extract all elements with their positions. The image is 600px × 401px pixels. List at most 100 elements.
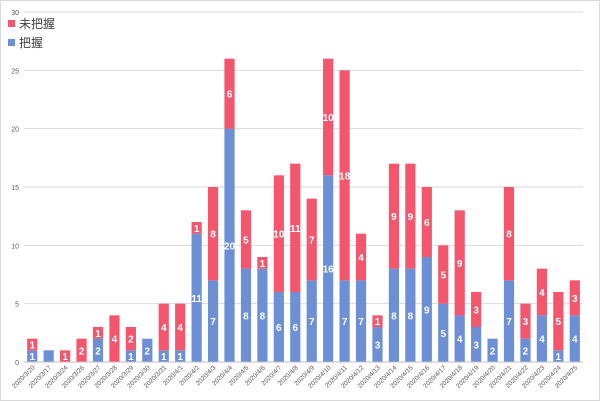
bar-confirmed [372, 327, 383, 362]
bar-confirmed [257, 268, 268, 362]
bar-confirmed [438, 303, 449, 362]
data-label-confirmed: 8 [260, 311, 266, 322]
data-label-confirmed: 7 [342, 317, 348, 328]
data-label-confirmed: 6 [276, 323, 282, 334]
bar-unconfirmed [454, 210, 465, 316]
bar-confirmed [92, 338, 104, 362]
bar-confirmed [158, 350, 169, 362]
bar-confirmed [520, 338, 531, 362]
bar-confirmed [355, 280, 367, 362]
bar-confirmed [553, 350, 564, 362]
bar-confirmed [175, 350, 186, 362]
y-tick-label: 0 [15, 360, 19, 367]
data-label-confirmed: 2 [490, 346, 496, 357]
data-label-confirmed: 4 [572, 335, 578, 346]
data-label-confirmed: 8 [243, 311, 249, 322]
data-label-confirmed: 3 [473, 341, 479, 352]
legend-label-unconfirmed: 未把握 [19, 17, 56, 31]
data-label-unconfirmed: 6 [424, 218, 430, 229]
bar-unconfirmed [27, 338, 38, 351]
y-tick-label: 20 [11, 127, 19, 134]
bar-unconfirmed [438, 245, 449, 304]
bar-unconfirmed [553, 292, 564, 351]
bar-confirmed [405, 268, 416, 362]
data-label-confirmed: 1 [177, 352, 183, 363]
legend-swatch-unconfirmed [8, 20, 15, 27]
bar-confirmed [191, 233, 202, 362]
data-label-unconfirmed: 10 [323, 113, 335, 124]
data-label-unconfirmed: 18 [339, 171, 351, 182]
bar-unconfirmed [520, 303, 531, 339]
bar-unconfirmed [471, 292, 482, 327]
data-label-confirmed: 1 [556, 352, 562, 363]
data-label-unconfirmed: 1 [29, 341, 35, 352]
data-label-confirmed: 9 [424, 306, 430, 317]
bar-confirmed [43, 350, 54, 362]
data-label-unconfirmed: 3 [473, 306, 479, 317]
data-label-unconfirmed: 7 [309, 236, 315, 247]
data-label-unconfirmed: 10 [273, 230, 285, 241]
bar-unconfirmed [257, 257, 268, 269]
bar-unconfirmed [109, 315, 120, 362]
legend-swatch-confirmed [8, 39, 15, 46]
data-label-confirmed: 1 [128, 352, 134, 363]
data-label-unconfirmed: 1 [375, 317, 381, 328]
data-label-confirmed: 11 [191, 294, 202, 305]
data-label-unconfirmed: 5 [440, 271, 446, 282]
data-label-unconfirmed: 6 [227, 90, 233, 101]
data-label-unconfirmed: 2 [79, 346, 85, 357]
y-tick-label: 10 [11, 243, 19, 250]
bar-unconfirmed [158, 303, 169, 351]
data-label-confirmed: 20 [224, 241, 236, 252]
data-label-confirmed: 16 [323, 265, 335, 276]
y-tick-label: 25 [11, 68, 19, 75]
bar-unconfirmed [125, 327, 136, 351]
bar-unconfirmed [290, 163, 301, 292]
bar-confirmed [306, 280, 317, 362]
data-label-confirmed: 6 [292, 323, 298, 334]
bar-unconfirmed [306, 198, 317, 281]
bar-unconfirmed [339, 70, 350, 281]
bar-unconfirmed [388, 163, 400, 269]
bar-confirmed [224, 128, 235, 362]
data-label-unconfirmed: 2 [128, 335, 134, 346]
bar-confirmed [207, 280, 219, 362]
bar-confirmed [339, 280, 350, 362]
data-label-confirmed: 8 [408, 311, 414, 322]
data-label-unconfirmed: 3 [572, 294, 578, 305]
data-label-confirmed: 7 [309, 317, 315, 328]
data-label-confirmed: 7 [358, 317, 364, 328]
y-tick-label: 15 [11, 185, 19, 192]
data-label-confirmed: 8 [391, 311, 397, 322]
bar-confirmed [569, 315, 580, 362]
data-label-confirmed: 5 [440, 329, 446, 340]
data-label-confirmed: 4 [539, 335, 545, 346]
bar-unconfirmed [536, 268, 547, 316]
bar-unconfirmed [60, 350, 71, 362]
data-label-unconfirmed: 1 [95, 329, 101, 340]
data-label-unconfirmed: 8 [506, 230, 512, 241]
y-tick-label: 5 [15, 302, 19, 309]
data-label-unconfirmed: 8 [210, 230, 216, 241]
legend-item-confirmed: 把握 [8, 34, 43, 51]
data-label-confirmed: 2 [95, 346, 101, 357]
data-label-unconfirmed: 1 [62, 352, 68, 363]
data-label-confirmed: 7 [210, 317, 216, 328]
bar-confirmed [388, 268, 400, 362]
bar-confirmed [290, 292, 301, 362]
legend-label-confirmed: 把握 [19, 36, 44, 50]
bar-unconfirmed [224, 58, 235, 129]
bar-confirmed [125, 350, 136, 362]
bar-confirmed [421, 257, 432, 362]
bar-unconfirmed [421, 187, 432, 257]
data-label-unconfirmed: 5 [243, 236, 249, 247]
data-label-confirmed: 7 [506, 317, 512, 328]
bar-unconfirmed [569, 280, 580, 316]
bar-confirmed [536, 315, 547, 362]
data-label-unconfirmed: 4 [112, 335, 118, 346]
bar-confirmed [487, 338, 498, 362]
bar-unconfirmed [191, 222, 202, 234]
data-label-unconfirmed: 4 [358, 253, 364, 264]
data-label-unconfirmed: 1 [194, 224, 200, 235]
